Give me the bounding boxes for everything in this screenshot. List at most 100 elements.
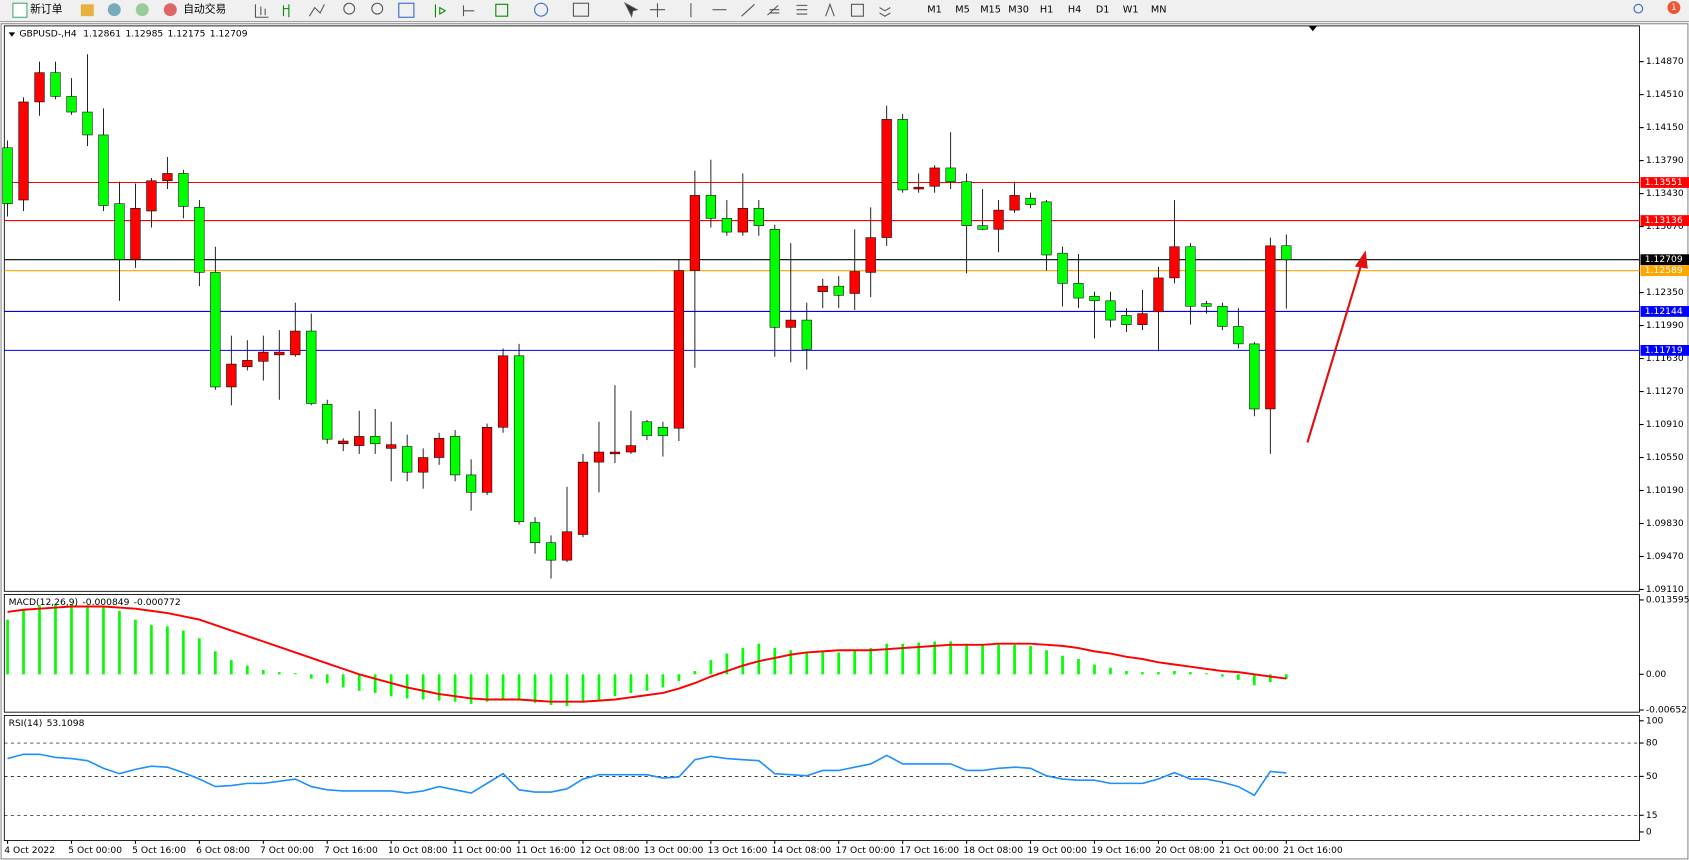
macd-header: MACD(12,26,9) -0.000849 -0.000772 [9, 597, 181, 608]
price-label: 1.13136 [1645, 215, 1683, 226]
notification-count: 1 [1671, 3, 1676, 13]
candle-body [402, 446, 413, 473]
header-marker [8, 32, 16, 37]
cursor-icon[interactable] [623, 1, 639, 18]
price-label-bg [1640, 254, 1689, 266]
tool-icon[interactable] [107, 3, 121, 17]
candle-body [1217, 306, 1228, 327]
channel-icon[interactable] [767, 4, 780, 16]
candle-body [817, 285, 828, 292]
candle-body [306, 330, 317, 404]
low-price: 1.12175 [168, 28, 206, 39]
x-tick-label: 21 Oct 00:00 [1219, 845, 1279, 856]
label-icon[interactable] [850, 3, 864, 17]
candle-body [370, 436, 381, 445]
arrow-shaft [1306, 264, 1363, 443]
timeframe-button[interactable]: D1 [1096, 5, 1110, 16]
periods-icon[interactable] [534, 2, 549, 17]
tile-icon[interactable] [398, 2, 415, 18]
candle-body [849, 271, 860, 294]
rsi-header: RSI(14) 53.1098 [9, 717, 85, 728]
candle-body [2, 147, 13, 204]
high-price: 1.12985 [125, 28, 163, 39]
text-icon[interactable] [825, 2, 835, 17]
timeframe-button[interactable]: W1 [1123, 5, 1139, 16]
candle-body [561, 531, 573, 561]
candle-body [1185, 246, 1196, 307]
timeframe-button[interactable]: M30 [1008, 5, 1029, 16]
shift-icon[interactable] [462, 5, 475, 17]
arrows-icon[interactable] [879, 7, 891, 17]
macd-signal-value: -0.000772 [134, 597, 181, 608]
y-tick-label: 15 [1646, 810, 1658, 821]
new-order-button[interactable]: 新订单 [30, 3, 63, 16]
new-order-icon[interactable] [12, 2, 28, 18]
candle-body [929, 167, 940, 187]
timeframe-button[interactable]: M5 [955, 5, 970, 16]
price-label-bg [1640, 215, 1689, 226]
search-icon[interactable] [1633, 3, 1644, 14]
close-price: 1.12709 [210, 28, 248, 39]
signal-line [7, 605, 1287, 703]
timeframe-button[interactable]: H1 [1040, 5, 1053, 16]
y-tick-label: 1.11630 [1646, 353, 1684, 364]
timeframe-button[interactable]: M1 [927, 5, 942, 16]
candle-body [146, 180, 157, 212]
candle-body [82, 111, 93, 136]
y-tick-label: 1.13070 [1646, 221, 1684, 232]
candle-body [545, 542, 557, 561]
y-tick-label: 100 [1646, 715, 1664, 726]
tool-icon[interactable] [80, 4, 94, 17]
candle-body [465, 474, 477, 493]
x-tick-label: 20 Oct 08:00 [1155, 845, 1215, 856]
template-icon[interactable] [572, 2, 590, 17]
y-tick-label: 1.10910 [1646, 419, 1684, 430]
zoom-in-icon[interactable] [343, 2, 356, 15]
candle-icon[interactable] [282, 4, 290, 18]
candle-body [449, 436, 461, 476]
scroll-icon[interactable] [434, 4, 447, 18]
x-tick-label: 5 Oct 16:00 [132, 845, 186, 856]
candle-body [1233, 326, 1244, 345]
candle-body [593, 451, 605, 463]
line-icon[interactable] [308, 4, 325, 17]
annotation-arrow [1306, 250, 1368, 443]
timeframe-button[interactable]: H4 [1068, 5, 1081, 16]
rsi-line [7, 753, 1287, 797]
x-tick-label: 13 Oct 16:00 [708, 845, 768, 856]
indicators-icon[interactable] [495, 3, 509, 17]
candle-body [194, 207, 205, 273]
fibo-icon[interactable] [796, 4, 808, 15]
crosshair-icon[interactable] [649, 3, 666, 18]
bar-chart-icon[interactable] [254, 4, 269, 18]
toolbar [0, 0, 1689, 22]
auto-trade-button[interactable]: 自动交易 [183, 3, 226, 16]
candle-body [897, 119, 908, 191]
candle-body [689, 195, 701, 271]
timeframe-button[interactable]: M15 [980, 5, 1001, 16]
y-tick-label: 50 [1646, 771, 1658, 782]
candle-body [50, 72, 61, 97]
timeframe-button[interactable]: MN [1151, 5, 1167, 16]
zoom-out-icon[interactable] [371, 2, 384, 15]
x-tick-label: 10 Oct 08:00 [388, 845, 448, 856]
candle-body [258, 351, 269, 362]
candle-body [641, 421, 653, 436]
price-label-bg [1640, 265, 1689, 277]
price-label: 1.12144 [1645, 306, 1683, 317]
candle-body [577, 461, 589, 535]
trendline-icon[interactable] [741, 3, 755, 17]
candle-body [322, 404, 333, 440]
symbol: GBPUSD-,H4 [19, 28, 77, 39]
candle-body [785, 319, 796, 328]
y-tick-label: 1.14870 [1646, 56, 1684, 67]
candle-body [130, 207, 141, 260]
tool-icon[interactable] [135, 3, 149, 17]
x-tick-label: 19 Oct 00:00 [1027, 845, 1087, 856]
auto-trade-icon[interactable] [163, 3, 177, 17]
price-label: 1.13551 [1645, 177, 1683, 188]
macd-title: MACD(12,26,9) [9, 597, 79, 608]
price-label-bg [1640, 306, 1689, 317]
candle-body [977, 225, 988, 230]
notification-badge[interactable] [1667, 1, 1681, 15]
